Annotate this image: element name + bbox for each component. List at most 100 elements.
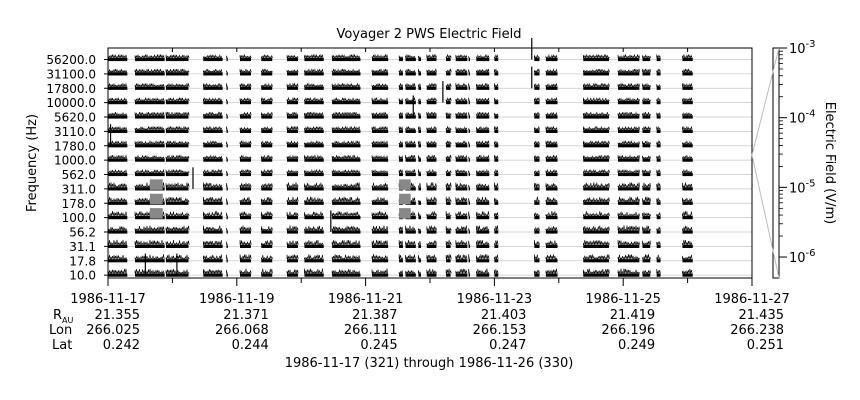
channel-trace (468, 170, 470, 173)
channel-strip (426, 244, 437, 248)
channel-strip (226, 57, 228, 62)
channel-strip (203, 86, 223, 90)
channel-trace (656, 54, 661, 60)
channel-strip (656, 158, 661, 162)
channel-strip (682, 57, 693, 62)
y-tick-label: 1000.0 (54, 154, 96, 168)
channel-strip (203, 244, 223, 248)
channel-strip (399, 115, 403, 119)
channel-trace (583, 125, 610, 131)
channel-strip (476, 172, 490, 177)
channel-trace (286, 125, 299, 131)
channel-trace (494, 225, 499, 232)
channel-strip (399, 129, 403, 133)
channel-strip (455, 86, 468, 90)
channel-strip (418, 57, 421, 62)
channel-strip (226, 144, 228, 148)
channel-strip (468, 129, 470, 133)
channel-trace (494, 113, 499, 117)
x-tick-label: 1986-11-19 (199, 292, 275, 307)
channel-strip (545, 216, 558, 220)
channel-trace (455, 54, 468, 60)
data-segment (239, 53, 252, 277)
channel-strip (399, 86, 403, 90)
channel-trace (494, 155, 499, 160)
ephemeris-lat-value: 0.245 (360, 338, 397, 353)
channel-trace (134, 225, 165, 232)
channel-trace (405, 239, 416, 246)
channel-strip (108, 129, 128, 133)
channel-strip (240, 158, 251, 162)
channel-trace (426, 54, 437, 59)
channel-strip (332, 144, 361, 148)
channel-trace (286, 225, 299, 232)
channel-strip (226, 101, 228, 105)
channel-trace (371, 140, 388, 146)
channel-trace (239, 182, 252, 189)
y-tick-label: 3110.0 (54, 125, 96, 139)
channel-strip (468, 273, 470, 277)
channel-trace (226, 55, 228, 58)
channel-strip (494, 273, 499, 277)
channel-strip (476, 101, 490, 105)
channel-strip (372, 230, 389, 234)
channel-strip (494, 172, 499, 177)
channel-trace (304, 53, 324, 60)
channel-trace (445, 112, 452, 117)
channel-trace (445, 268, 452, 274)
colorbar-tick-label: 10-6 (789, 248, 816, 266)
channel-strip (405, 230, 416, 234)
channel-trace (545, 68, 558, 74)
channel-strip (226, 158, 228, 162)
channel-strip (399, 144, 403, 148)
channel-trace (445, 196, 452, 202)
channel-strip (583, 201, 610, 205)
channel-strip (446, 86, 451, 90)
channel-strip (426, 57, 437, 62)
channel-strip (455, 216, 468, 220)
channel-strip (476, 244, 490, 248)
channel-trace (583, 239, 610, 246)
channel-strip (399, 101, 403, 105)
channel-strip (656, 129, 661, 133)
channel-trace (545, 154, 558, 160)
channel-trace (398, 68, 404, 74)
channel-strip (426, 115, 437, 119)
channel-strip (304, 101, 324, 105)
channel-strip (446, 273, 451, 277)
channel-trace (476, 268, 490, 275)
channel-strip (372, 86, 389, 90)
channel-strip (656, 86, 661, 90)
channel-trace (583, 140, 610, 146)
channel-strip (426, 72, 437, 76)
channel-trace (134, 125, 165, 131)
channel-strip (455, 115, 468, 119)
channel-strip (682, 216, 693, 220)
channel-trace (455, 225, 468, 232)
channel-strip (656, 273, 661, 277)
channel-strip (165, 230, 189, 234)
channel-trace (494, 269, 499, 274)
channel-strip (418, 216, 421, 220)
channel-strip (476, 216, 490, 220)
channel-strip (618, 101, 640, 105)
channel-strip (108, 72, 128, 76)
channel-strip (261, 129, 273, 133)
channel-strip (618, 129, 640, 133)
channel-trace (134, 168, 165, 175)
channel-strip (426, 259, 437, 263)
channel-trace (534, 196, 540, 203)
channel-strip (446, 172, 451, 177)
channel-strip (545, 244, 558, 248)
channel-strip (135, 129, 165, 133)
data-segment (261, 54, 273, 277)
channel-strip (240, 86, 251, 90)
channel-trace (617, 225, 640, 232)
data-segment (476, 54, 490, 277)
channel-trace (226, 212, 228, 217)
channel-trace (405, 140, 416, 146)
channel-trace (239, 197, 252, 203)
channel-strip (226, 273, 228, 277)
channel-strip (226, 129, 228, 133)
channel-strip (287, 72, 298, 76)
